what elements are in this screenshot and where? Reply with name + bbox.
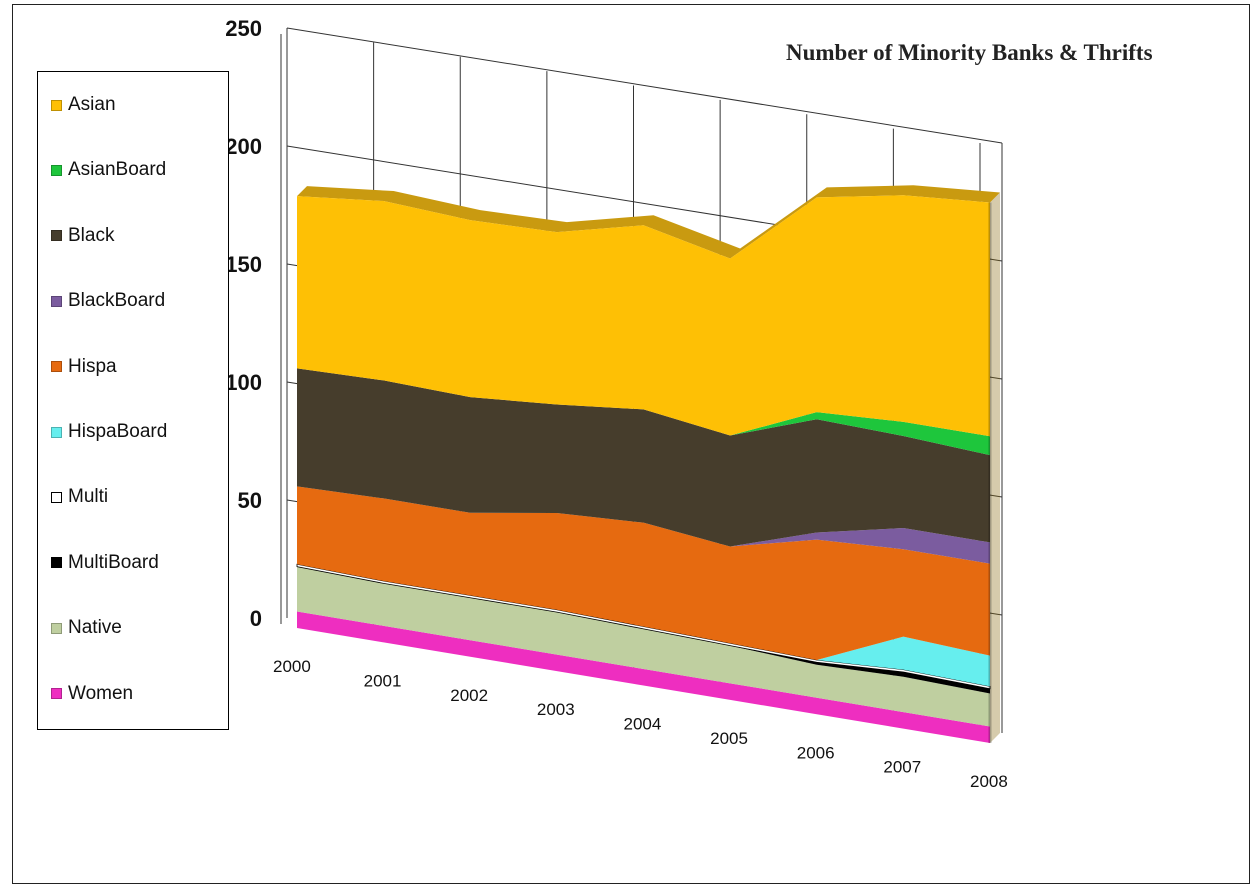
x-tick-label-2004: 2004 bbox=[624, 715, 662, 734]
legend-label: HispaBoard bbox=[68, 421, 168, 442]
series-asian-area bbox=[297, 195, 990, 437]
chart-plot: 0 50 100 150 200 250 2000 2001 2002 2003 2004 2005… bbox=[225, 16, 1008, 791]
x-tick-label-2008: 2008 bbox=[970, 772, 1008, 791]
series-black-area bbox=[297, 368, 990, 547]
legend-label: Hispa bbox=[68, 355, 117, 377]
legend: Asian AsianBoard Black BlackBoard Hispa Hispa… bbox=[37, 71, 229, 730]
legend-item-asian: Asian bbox=[51, 93, 116, 117]
legend-item-multiboard: MultiBoard bbox=[51, 551, 159, 575]
y-axis-ticks: 0 50 100 150 200 250 bbox=[225, 16, 262, 631]
legend-label: Native bbox=[68, 617, 122, 639]
legend-swatch bbox=[51, 688, 62, 700]
legend-label: Multi bbox=[68, 486, 109, 508]
legend-swatch bbox=[51, 230, 62, 242]
y-tick-label-100: 100 bbox=[225, 370, 262, 395]
x-tick-label-2003: 2003 bbox=[537, 700, 575, 719]
legend-swatch bbox=[51, 99, 62, 111]
series-side-surface bbox=[990, 192, 1000, 743]
legend-label: MultiBoard bbox=[68, 551, 159, 573]
series-native-area bbox=[297, 566, 990, 727]
series-areas bbox=[296, 185, 1000, 743]
legend-label: BlackBoard bbox=[68, 290, 166, 312]
legend-label: Black bbox=[68, 224, 115, 246]
series-top-surface bbox=[297, 185, 1000, 259]
x-tick-label-2000: 2000 bbox=[273, 657, 311, 676]
gridline-250 bbox=[286, 27, 1003, 144]
legend-swatch bbox=[51, 622, 62, 634]
chart-title: Number of Minority Banks & Thrifts bbox=[786, 40, 1153, 65]
legend-swatch bbox=[51, 164, 62, 176]
x-tick-label-2002: 2002 bbox=[450, 686, 488, 705]
legend-item-native: Native bbox=[51, 616, 122, 640]
legend-item-hispaboard: HispaBoard bbox=[51, 420, 167, 444]
legend-item-women: Women bbox=[51, 682, 133, 706]
x-axis-ticks: 2000 2001 2002 2003 2004 2005 2006 2007 2008 bbox=[273, 657, 1008, 791]
legend-label: AsianBoard bbox=[68, 159, 167, 181]
legend-swatch bbox=[51, 295, 62, 307]
legend-label: Women bbox=[68, 682, 134, 704]
legend-item-hispa: Hispa bbox=[51, 355, 117, 379]
legend-item-black: Black bbox=[51, 224, 114, 248]
legend-label: Asian bbox=[68, 94, 116, 115]
series-hispa-area bbox=[297, 486, 990, 660]
x-tick-label-2006: 2006 bbox=[797, 743, 835, 762]
legend-swatch bbox=[51, 491, 62, 503]
legend-swatch bbox=[51, 557, 62, 569]
y-tick-label-150: 150 bbox=[225, 252, 262, 277]
x-tick-label-2005: 2005 bbox=[710, 729, 748, 748]
y-tick-label-250: 250 bbox=[225, 16, 262, 41]
legend-item-blackboard: BlackBoard bbox=[51, 289, 165, 313]
legend-item-asianboard: AsianBoard bbox=[51, 158, 166, 182]
y-tick-label-200: 200 bbox=[225, 134, 262, 159]
y-tick-label-50: 50 bbox=[238, 488, 262, 513]
y-tick-label-0: 0 bbox=[250, 606, 262, 631]
legend-swatch bbox=[51, 426, 62, 438]
x-tick-label-2007: 2007 bbox=[883, 758, 921, 777]
series-women-area bbox=[297, 611, 990, 743]
legend-item-multi: Multi bbox=[51, 485, 108, 509]
x-tick-label-2001: 2001 bbox=[364, 671, 402, 690]
legend-swatch bbox=[51, 361, 62, 373]
